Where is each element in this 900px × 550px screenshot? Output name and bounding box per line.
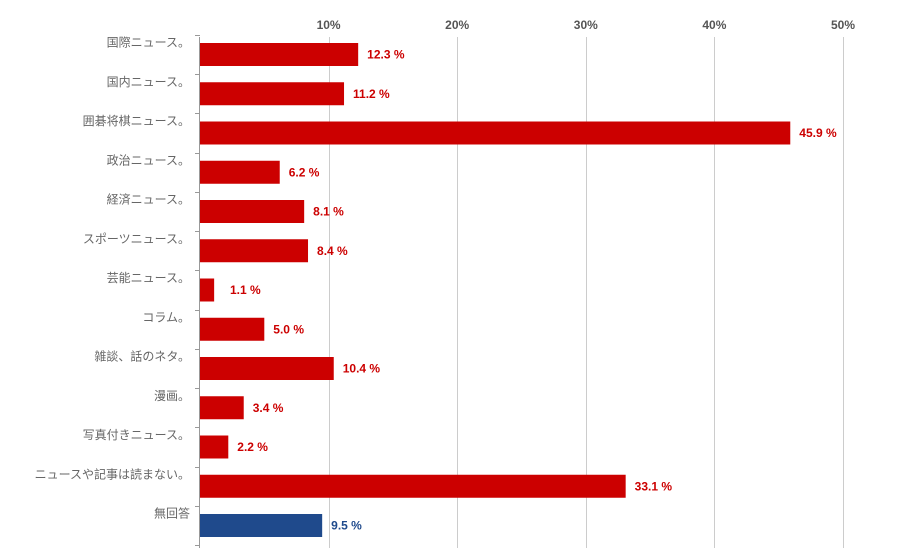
value-label: 9.5 % xyxy=(331,519,362,533)
bar xyxy=(200,160,280,184)
bar xyxy=(200,278,215,302)
bar xyxy=(200,435,229,459)
bar xyxy=(200,514,323,537)
category-label: 囲碁将棋ニュース。 xyxy=(83,114,190,128)
x-tick-labels: 10% 20% 30% 40% 50% xyxy=(317,18,856,32)
value-label: 8.1 % xyxy=(313,205,344,219)
bar xyxy=(200,43,359,66)
x-tick-label: 10% xyxy=(317,18,341,32)
bar xyxy=(200,474,626,498)
value-label: 3.4 % xyxy=(253,401,284,415)
category-label: スポーツニュース。 xyxy=(83,232,190,246)
category-label: 写真付きニュース。 xyxy=(83,428,190,442)
category-label: 国際ニュース。 xyxy=(107,36,190,50)
value-label: 6.2 % xyxy=(289,165,320,179)
value-labels: 12.3 % 11.2 % 45.9 % 6.2 % 8.1 % 8.4 % 1.1 % 5.… xyxy=(230,48,837,533)
x-tick-label: 20% xyxy=(445,18,469,32)
axis xyxy=(195,35,200,548)
grid-lines xyxy=(329,37,844,548)
bar xyxy=(200,357,334,380)
bar xyxy=(200,121,791,145)
category-label: 芸能ニュース。 xyxy=(107,271,190,285)
bars xyxy=(200,43,791,537)
value-label: 5.0 % xyxy=(273,322,304,336)
category-label: 国内ニュース。 xyxy=(107,75,190,89)
value-label: 1.1 % xyxy=(230,283,261,297)
bar xyxy=(200,317,265,341)
value-label: 45.9 % xyxy=(799,126,837,140)
category-label: 経済ニュース。 xyxy=(107,192,190,207)
x-tick-label: 40% xyxy=(702,18,726,32)
category-labels: 国際ニュース。国内ニュース。囲碁将棋ニュース。政治ニュース。経済ニュース。スポー… xyxy=(35,36,190,521)
category-label: 漫画。 xyxy=(154,389,190,403)
category-label: 政治ニュース。 xyxy=(107,153,190,167)
bar xyxy=(200,200,305,223)
category-label: コラム。 xyxy=(142,310,190,324)
bar xyxy=(200,82,345,106)
bar xyxy=(200,396,244,420)
value-label: 8.4 % xyxy=(317,244,348,258)
x-tick-label: 30% xyxy=(574,18,598,32)
category-label: 無回答 xyxy=(154,506,190,521)
value-label: 12.3 % xyxy=(367,48,405,62)
category-label: 雑談、話のネタ。 xyxy=(94,349,190,364)
value-label: 33.1 % xyxy=(635,479,673,493)
value-label: 11.2 % xyxy=(353,87,390,101)
category-label: ニュースや記事は読まない。 xyxy=(35,466,190,481)
value-label: 10.4 % xyxy=(343,362,381,376)
x-tick-label: 50% xyxy=(831,18,855,32)
bar xyxy=(200,239,309,263)
value-label: 2.2 % xyxy=(237,440,268,454)
